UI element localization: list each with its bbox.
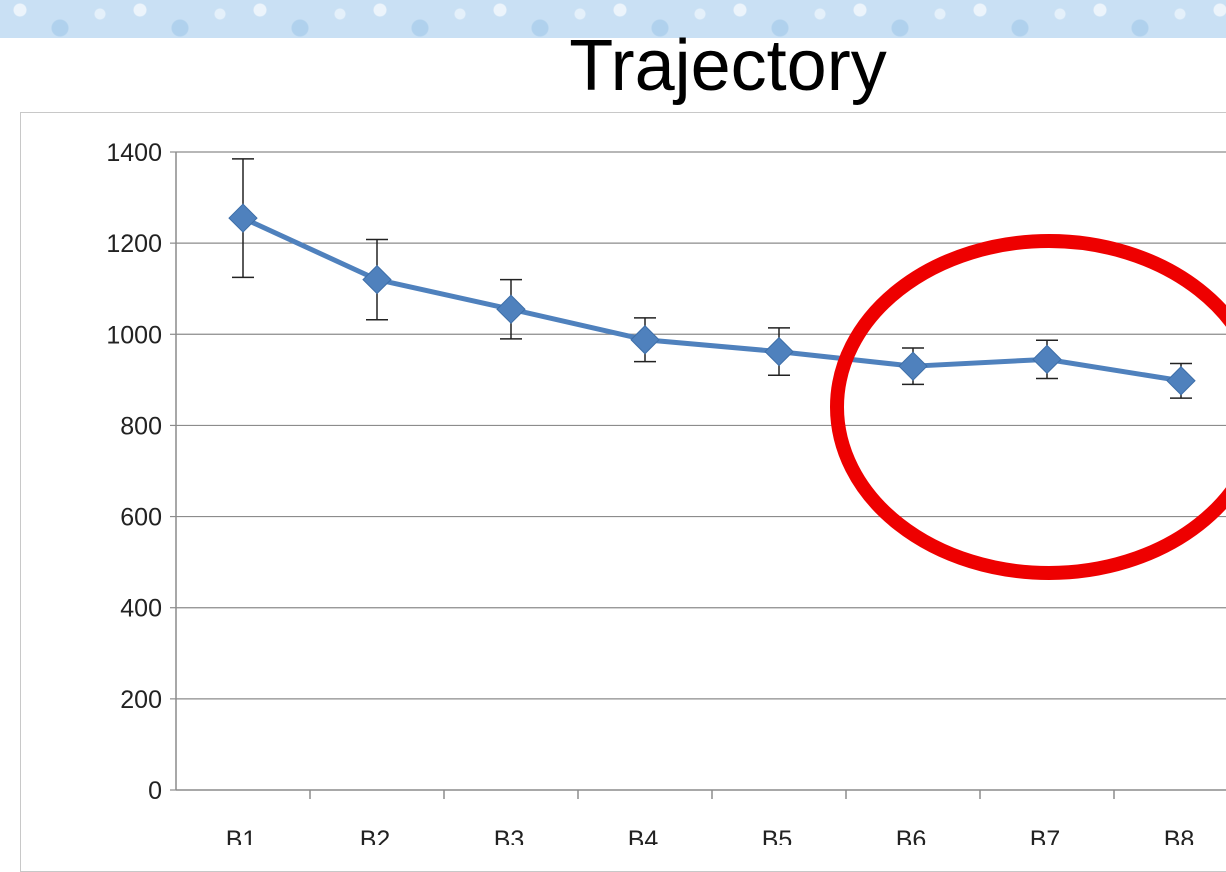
series-line-0 [241, 215, 1182, 384]
page-title: Trajectory [569, 26, 887, 106]
x-tick-label-b7: B7 [1030, 826, 1061, 845]
data-point-b2 [362, 264, 392, 295]
x-tick-label-b2: B2 [360, 826, 391, 845]
highlight-ellipse [830, 234, 1226, 580]
data-point-b6 [898, 351, 928, 381]
y-tick-label-400: 400 [120, 595, 162, 623]
data-point-b7 [1032, 344, 1062, 375]
y-tick-label-1200: 1200 [106, 230, 162, 258]
x-tick-label-b3: B3 [494, 826, 525, 845]
x-tick-label-b5: B5 [762, 826, 793, 845]
x-tick-label-b4: B4 [628, 826, 659, 845]
y-tick-label-200: 200 [120, 686, 162, 714]
trajectory-chart: 0 200 400 600 800 1000 1200 1400 B1 B2 B3 B4 B5 B6 B7 B… [106, 139, 1226, 845]
data-point-b3 [496, 294, 526, 324]
y-tick-label-600: 600 [120, 504, 162, 532]
data-point-b5 [764, 336, 794, 367]
data-point-b1 [228, 203, 258, 233]
x-tick-label-b8: B8 [1164, 826, 1195, 845]
y-tick-label-800: 800 [120, 412, 162, 440]
y-tick-label-1000: 1000 [106, 321, 162, 349]
y-tick-label-1400: 1400 [106, 139, 162, 167]
x-tick-label-b6: B6 [896, 826, 927, 845]
header-banner [0, 0, 1226, 38]
data-point-b8 [1166, 366, 1196, 396]
y-tick-label-0: 0 [148, 777, 162, 805]
x-tick-label-b1: B1 [226, 826, 257, 845]
data-point-b4 [630, 325, 660, 355]
